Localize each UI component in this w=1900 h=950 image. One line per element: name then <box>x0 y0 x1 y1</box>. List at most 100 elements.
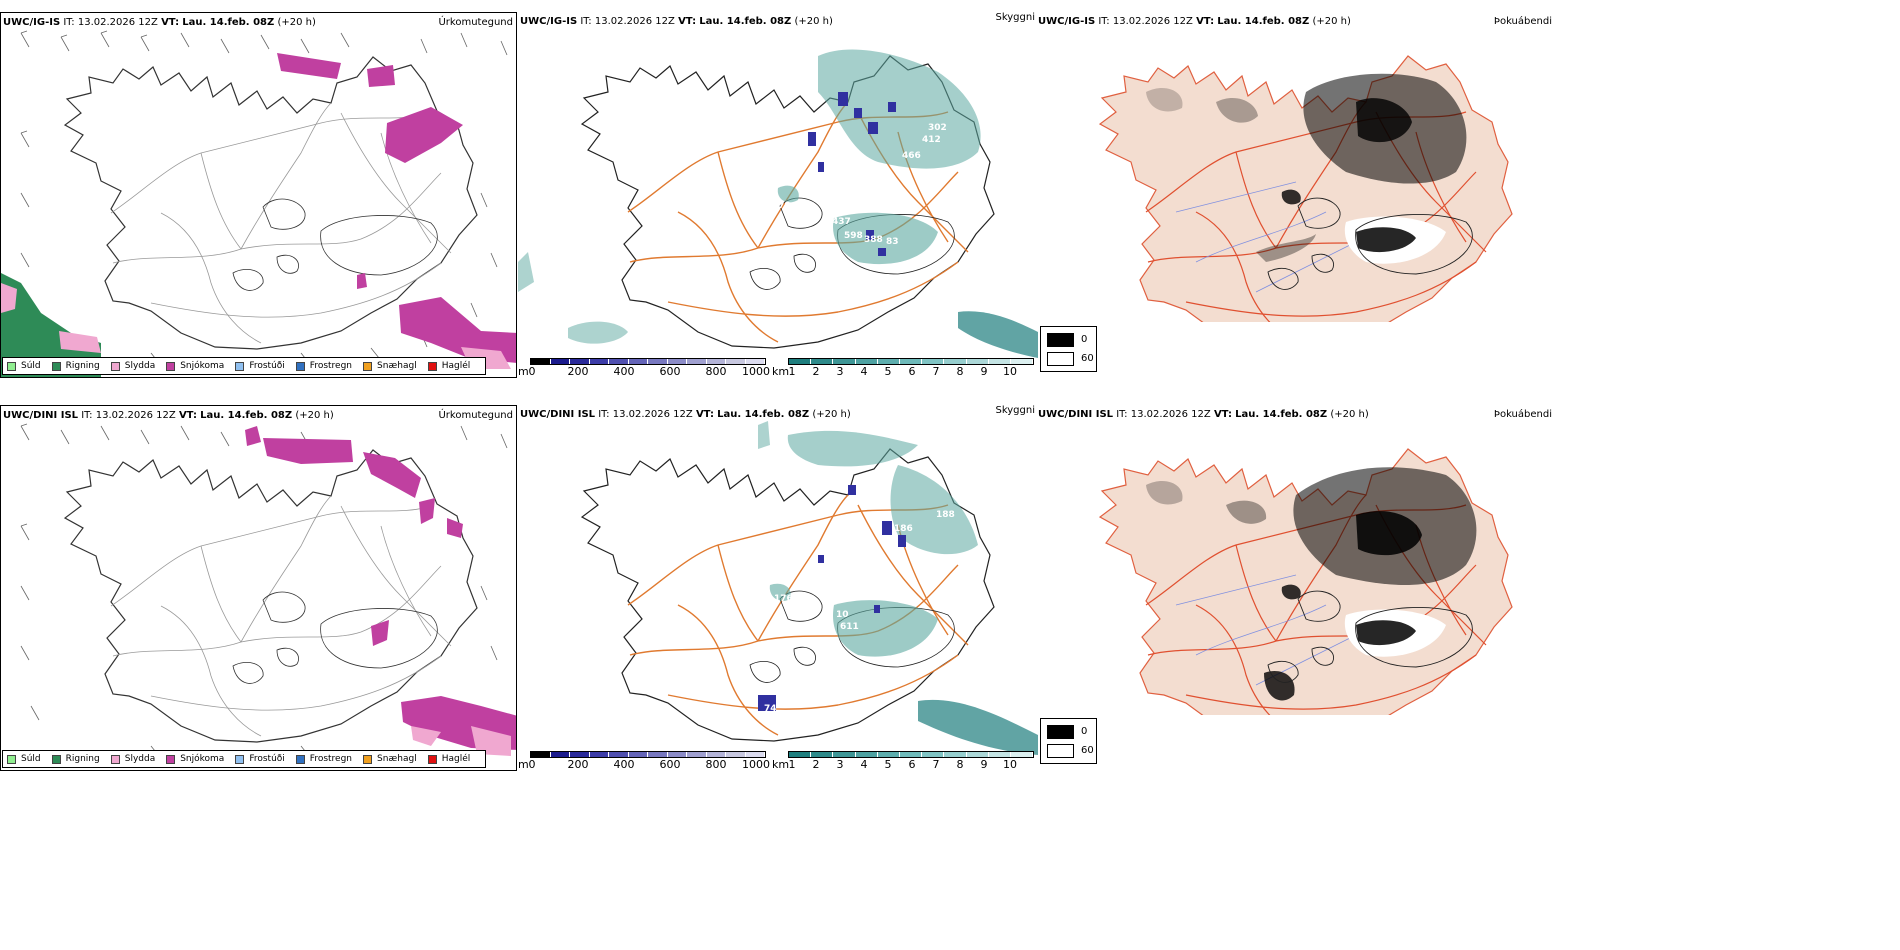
legend-item: Rigning <box>51 361 100 371</box>
cloud-base-label: 10 <box>836 610 849 620</box>
visibility-unit: km <box>772 365 790 378</box>
legend-item: Rigning <box>51 754 100 764</box>
legend-swatch <box>110 754 120 764</box>
colorbar-cell <box>988 359 1011 364</box>
valid-label: VT: <box>1213 409 1232 420</box>
legend-swatch <box>51 754 61 764</box>
colorbar-cell <box>833 359 856 364</box>
visibility-tick: 3 <box>836 365 844 378</box>
colorbar-cell <box>1010 359 1034 364</box>
colorbar-cell <box>706 359 726 364</box>
cloud-base-colorbar: m 0 200 400 600 800 1000 <box>518 751 774 771</box>
visibility-tick: 9 <box>980 758 988 771</box>
legend-swatch <box>363 361 373 371</box>
lead-time: (+20 h) <box>277 17 316 28</box>
precip-type-panel-row1: UWC/IG-IS IT: 13.02.2026 12Z VT: Lau. 14… <box>0 12 517 378</box>
legend-label: Haglél <box>441 361 471 371</box>
precip-type-legend: Súld Rigning Slydda Snjókoma Frostúði Fr… <box>2 750 487 768</box>
legend-item: Frostúði <box>235 361 285 371</box>
colorbar-cell <box>589 752 609 757</box>
legend-swatch <box>295 754 305 764</box>
cloud-base-label: 388 <box>864 235 883 245</box>
legend-swatch <box>166 754 176 764</box>
issue-label: IT: <box>1098 16 1110 27</box>
colorbar-cell <box>922 752 945 757</box>
legend-swatch <box>235 361 245 371</box>
cloud-base-tick: 0 <box>528 758 536 771</box>
colorbar-cell <box>531 359 551 364</box>
legend-item: Snæhagl <box>363 361 417 371</box>
visibility-tick: 2 <box>812 758 820 771</box>
visibility-tick: 10 <box>1003 365 1017 378</box>
legend-swatch <box>7 361 16 371</box>
colorbar-cell <box>745 359 765 364</box>
colorbar-cell <box>706 752 726 757</box>
legend-label: Frostúði <box>249 361 285 371</box>
fog-legend-label: 0 <box>1081 726 1088 737</box>
valid-label: VT: <box>1196 16 1215 27</box>
issue-time: 13.02.2026 12Z <box>95 410 176 421</box>
cloud-base-tick: 200 <box>567 365 589 378</box>
colorbar-cell <box>589 359 609 364</box>
colorbar-cell <box>648 752 668 757</box>
panel-title: UWC/IG-IS IT: 13.02.2026 12Z VT: Lau. 14… <box>520 16 833 28</box>
legend-label: Súld <box>21 361 41 371</box>
visibility-tick: 4 <box>860 758 868 771</box>
legend-item: Snjókoma <box>166 754 224 764</box>
legend-swatch <box>51 361 61 371</box>
legend-label: Slydda <box>124 361 156 371</box>
panel-title: UWC/DINI ISL IT: 13.02.2026 12Z VT: Lau.… <box>520 409 851 421</box>
cloud-base-label: 279 <box>772 201 791 211</box>
cloud-base-tick: 600 <box>659 758 681 771</box>
cloud-base-label: 466 <box>902 151 921 161</box>
cloud-base-label: 186 <box>894 524 913 534</box>
visibility-tick: 6 <box>908 365 916 378</box>
colorbar-cell <box>726 359 746 364</box>
valid-label: VT: <box>178 410 197 421</box>
colorbar-cell <box>899 359 923 364</box>
cloud-base-tick: 1000 <box>742 758 770 771</box>
colorbar-cell <box>570 359 590 364</box>
visibility-map: 188 186 176 10 611 74 <box>581 421 1038 755</box>
visibility-tick: 3 <box>836 758 844 771</box>
lead-time: (+20 h) <box>1330 409 1369 420</box>
legend-label: Frostregn <box>309 361 353 371</box>
issue-time: 13.02.2026 12Z <box>612 409 693 420</box>
fog-legend-label: 60 <box>1081 745 1094 756</box>
model-name: UWC/IG-IS <box>3 17 61 28</box>
fog-legend-swatch <box>1047 725 1074 739</box>
visibility-tick: 2 <box>812 365 820 378</box>
visibility-tick: 6 <box>908 758 916 771</box>
visibility-tick: 8 <box>956 365 964 378</box>
fog-index-legend: 0 60 <box>1040 326 1097 372</box>
legend-label: Snæhagl <box>377 754 417 764</box>
valid-time: Lau. 14.feb. 08Z <box>717 409 810 420</box>
legend-label: Súld <box>21 754 41 764</box>
legend-item: Haglél <box>427 754 470 764</box>
fog-legend-label: 0 <box>1081 334 1088 345</box>
legend-swatch <box>427 361 437 371</box>
cloud-base-tick: 800 <box>705 365 727 378</box>
issue-label: IT: <box>63 17 75 28</box>
colorbar-cell <box>550 359 570 364</box>
legend-swatch <box>7 754 16 764</box>
cloud-base-label: 412 <box>922 135 941 145</box>
legend-label: Rigning <box>65 754 100 764</box>
visibility-colorbar-cells <box>788 358 1034 365</box>
visibility-tick: 1 <box>788 758 796 771</box>
colorbar-cell <box>628 359 648 364</box>
lead-time: (+20 h) <box>794 16 833 27</box>
fog-index-legend: 0 60 <box>1040 718 1097 764</box>
product-name: Úrkomutegund <box>438 410 513 421</box>
cloud-base-label: 437 <box>832 217 851 227</box>
fog-legend-swatch <box>1047 744 1074 758</box>
colorbar-cell <box>966 359 989 364</box>
colorbar-cell <box>667 752 687 757</box>
panel-title: UWC/IG-IS IT: 13.02.2026 12Z VT: Lau. 14… <box>3 17 316 29</box>
cloud-base-unit: m <box>518 365 529 378</box>
colorbar-cell <box>628 752 648 757</box>
issue-time: 13.02.2026 12Z <box>1130 409 1211 420</box>
valid-time: Lau. 14.feb. 08Z <box>182 17 275 28</box>
valid-time: Lau. 14.feb. 08Z <box>699 16 792 27</box>
fog-index-map <box>1099 55 1513 322</box>
